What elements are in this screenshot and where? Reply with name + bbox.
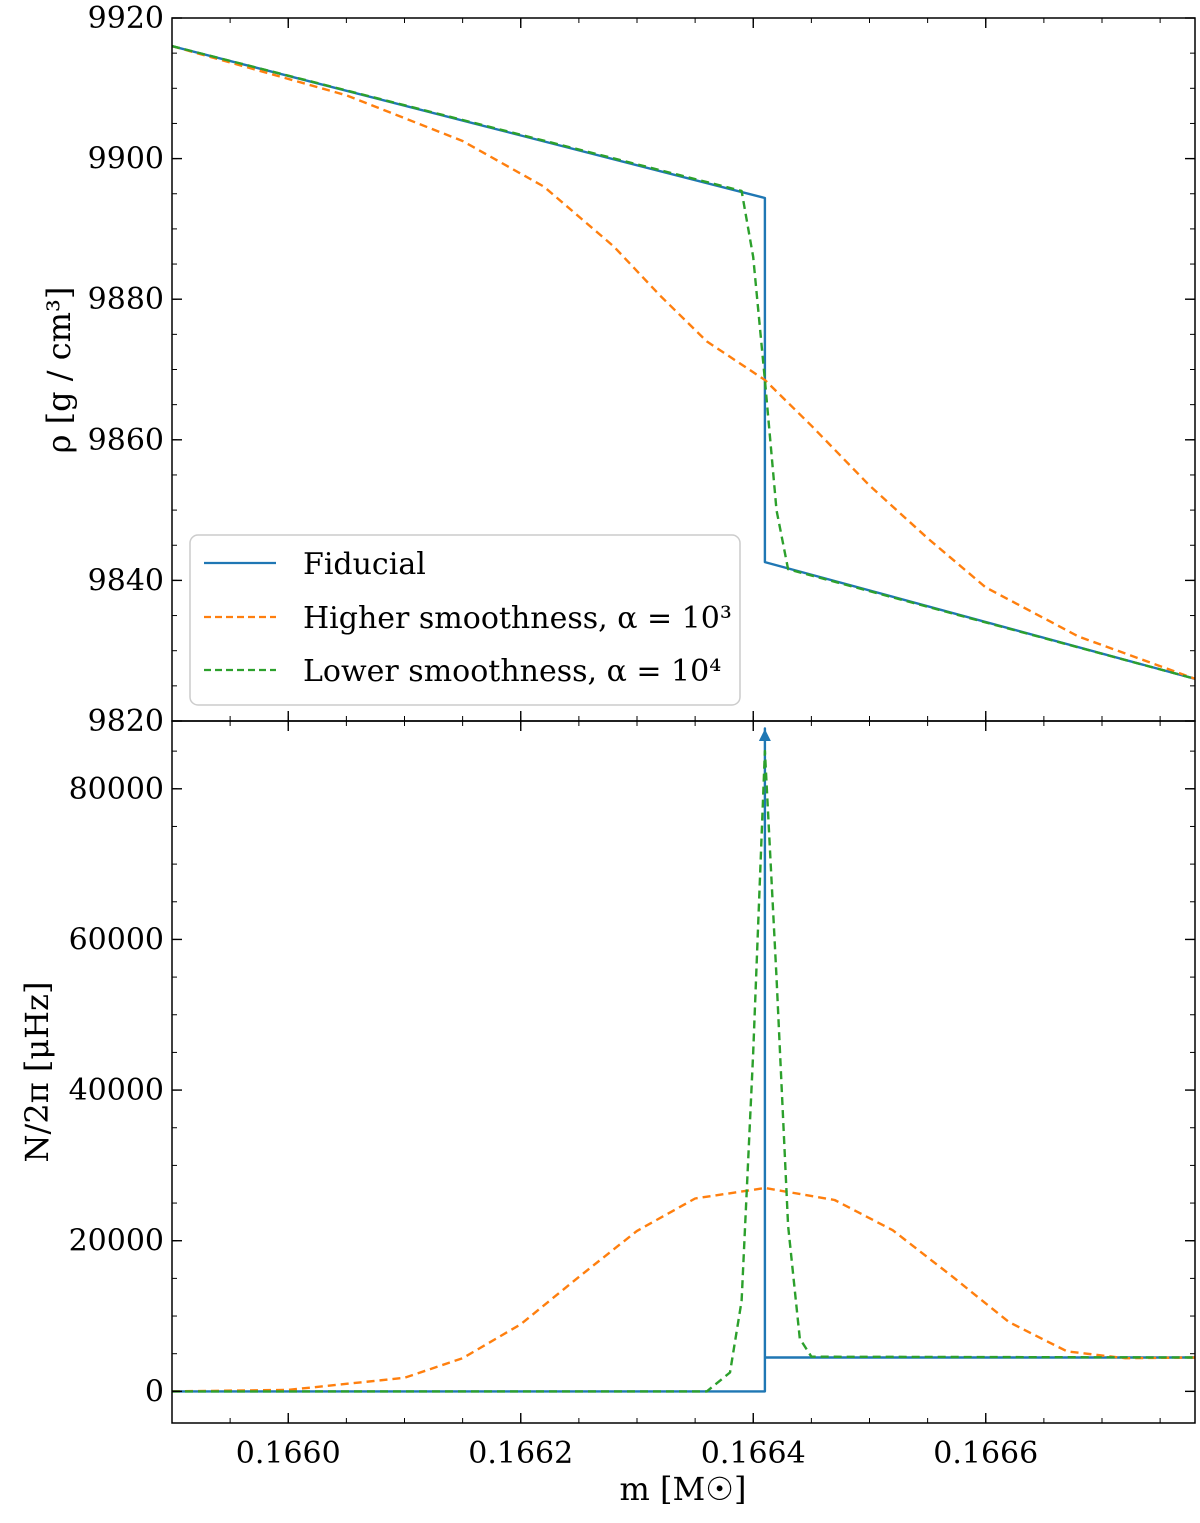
frequency-ytick-label: 0 — [145, 1374, 164, 1409]
density-ytick-label: 9860 — [88, 423, 164, 458]
frequency-ytick-label: 80000 — [69, 772, 164, 807]
mass-xtick-label: 0.1666 — [933, 1436, 1038, 1471]
mass-xtick-label: 0.1662 — [468, 1436, 573, 1471]
legend-label-fiducial: Fiducial — [303, 547, 426, 582]
density-ytick-label: 9880 — [88, 282, 164, 317]
legend-label-higher-smoothness: Higher smoothness, α = 10³ — [303, 601, 732, 636]
frequency-series-0 — [172, 727, 1195, 1393]
frequency-ytick-label: 20000 — [69, 1224, 164, 1259]
density-ytick-label: 9900 — [88, 142, 164, 177]
density-panel: 9820 9840 9860 9880 9900 9920 ρ [g / cm³] Fid… — [40, 1, 1196, 739]
density-ytick-label: 9840 — [88, 563, 164, 598]
mass-xtick-label: 0.1660 — [236, 1436, 341, 1471]
mass-xtick-label: 0.1664 — [701, 1436, 806, 1471]
legend-label-lower-smoothness: Lower smoothness, α = 10⁴ — [303, 654, 721, 689]
density-series-2 — [172, 44, 1195, 680]
density-ytick-label: 9820 — [88, 704, 164, 739]
density-axis-label: ρ [g / cm³] — [40, 287, 78, 454]
frequency-axis-label: N/2π [μHz] — [18, 982, 56, 1163]
legend: Fiducial Higher smoothness, α = 10³ Lowe… — [189, 534, 741, 706]
density-ticks: 9820 9840 9860 9880 9900 9920 — [88, 1, 1195, 739]
legend-frame — [189, 534, 741, 706]
frequency-series — [172, 727, 1195, 1393]
fiducial-delta-arrow — [758, 729, 771, 741]
frequency-panel: 0 20000 40000 60000 80000 0.1660 0.1662 0.1664 0… — [18, 720, 1196, 1508]
mass-axis-label: m [M☉] — [620, 1470, 747, 1508]
frequency-frame — [171, 720, 1196, 1424]
density-series — [172, 44, 1195, 680]
frequency-ticks: 0 20000 40000 60000 80000 0.1660 0.1662 0.1664 0… — [69, 721, 1195, 1471]
frequency-series-1 — [172, 1186, 1195, 1393]
frequency-ytick-label: 40000 — [69, 1073, 164, 1108]
delta-arrow-head — [758, 729, 771, 741]
frequency-series-2 — [172, 749, 1195, 1393]
density-ytick-label: 9920 — [88, 1, 164, 36]
frequency-ytick-label: 60000 — [69, 922, 164, 957]
